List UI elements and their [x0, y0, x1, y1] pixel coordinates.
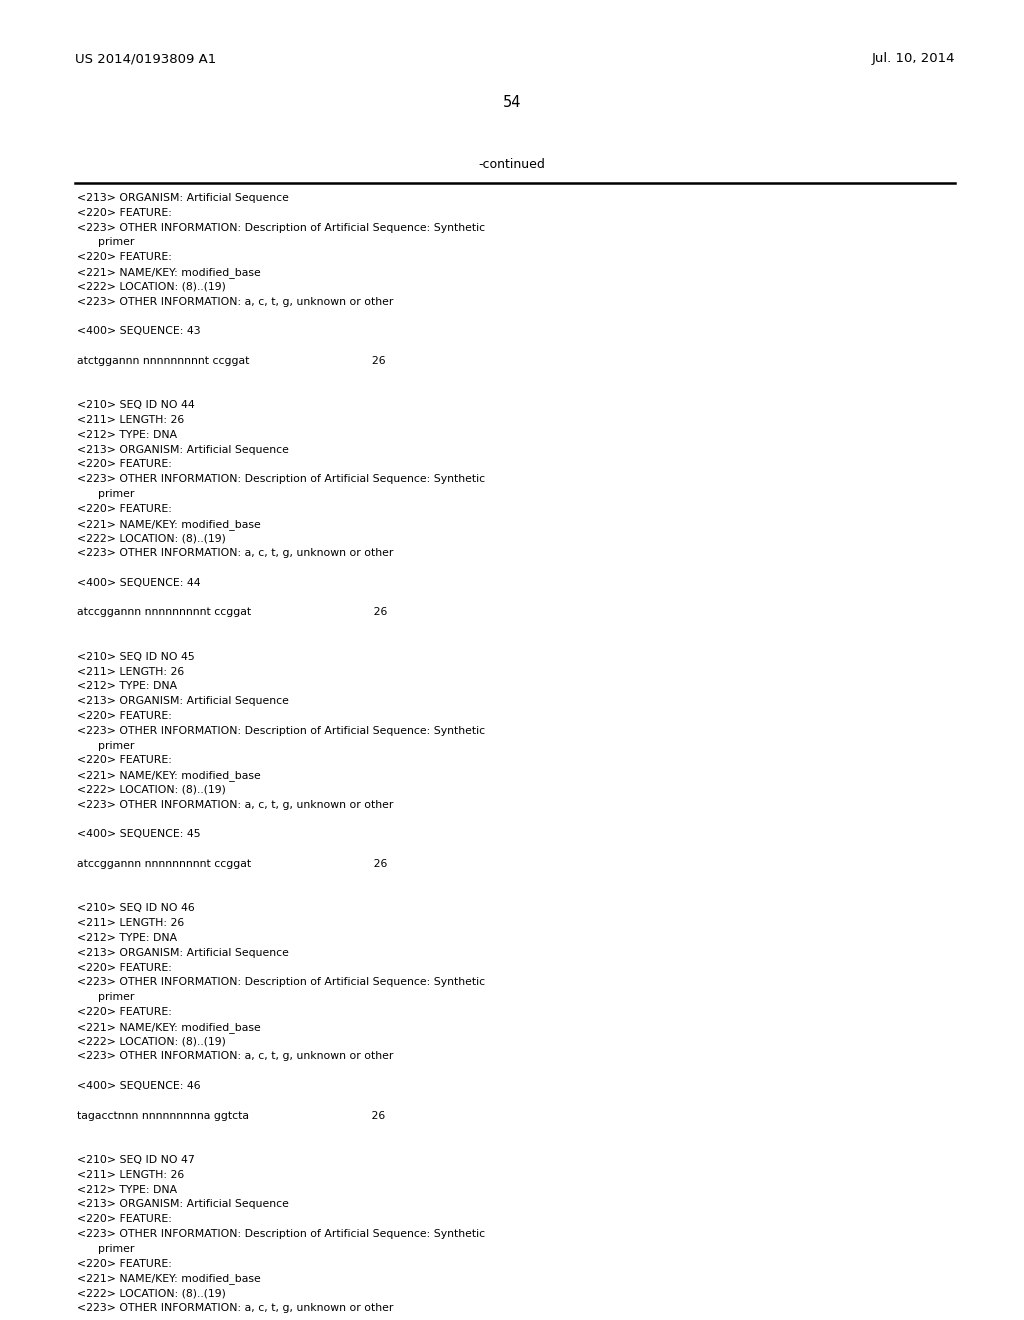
Text: <400> SEQUENCE: 44: <400> SEQUENCE: 44 — [77, 578, 201, 587]
Text: atccggannn nnnnnnnnnt ccggat                                   26: atccggannn nnnnnnnnnt ccggat 26 — [77, 607, 387, 618]
Text: -continued: -continued — [478, 158, 546, 172]
Text: <223> OTHER INFORMATION: Description of Artificial Sequence: Synthetic: <223> OTHER INFORMATION: Description of … — [77, 223, 485, 232]
Text: <223> OTHER INFORMATION: a, c, t, g, unknown or other: <223> OTHER INFORMATION: a, c, t, g, unk… — [77, 800, 393, 809]
Text: <220> FEATURE:: <220> FEATURE: — [77, 459, 172, 470]
Text: primer: primer — [77, 741, 134, 751]
Text: <221> NAME/KEY: modified_base: <221> NAME/KEY: modified_base — [77, 519, 261, 529]
Text: primer: primer — [77, 1243, 134, 1254]
Text: <222> LOCATION: (8)..(19): <222> LOCATION: (8)..(19) — [77, 281, 226, 292]
Text: Jul. 10, 2014: Jul. 10, 2014 — [871, 51, 955, 65]
Text: <400> SEQUENCE: 46: <400> SEQUENCE: 46 — [77, 1081, 201, 1092]
Text: <212> TYPE: DNA: <212> TYPE: DNA — [77, 681, 177, 692]
Text: <400> SEQUENCE: 45: <400> SEQUENCE: 45 — [77, 829, 201, 840]
Text: <221> NAME/KEY: modified_base: <221> NAME/KEY: modified_base — [77, 267, 261, 279]
Text: atctggannn nnnnnnnnnt ccggat                                   26: atctggannn nnnnnnnnnt ccggat 26 — [77, 356, 386, 366]
Text: primer: primer — [77, 238, 134, 247]
Text: <223> OTHER INFORMATION: Description of Artificial Sequence: Synthetic: <223> OTHER INFORMATION: Description of … — [77, 1229, 485, 1239]
Text: <210> SEQ ID NO 44: <210> SEQ ID NO 44 — [77, 400, 195, 411]
Text: <223> OTHER INFORMATION: a, c, t, g, unknown or other: <223> OTHER INFORMATION: a, c, t, g, unk… — [77, 1303, 393, 1313]
Text: <220> FEATURE:: <220> FEATURE: — [77, 755, 172, 766]
Text: primer: primer — [77, 993, 134, 1002]
Text: <220> FEATURE:: <220> FEATURE: — [77, 1007, 172, 1016]
Text: <221> NAME/KEY: modified_base: <221> NAME/KEY: modified_base — [77, 1022, 261, 1032]
Text: <211> LENGTH: 26: <211> LENGTH: 26 — [77, 919, 184, 928]
Text: <222> LOCATION: (8)..(19): <222> LOCATION: (8)..(19) — [77, 1288, 226, 1298]
Text: <220> FEATURE:: <220> FEATURE: — [77, 1258, 172, 1269]
Text: atccggannn nnnnnnnnnt ccggat                                   26: atccggannn nnnnnnnnnt ccggat 26 — [77, 859, 387, 869]
Text: <212> TYPE: DNA: <212> TYPE: DNA — [77, 1184, 177, 1195]
Text: <223> OTHER INFORMATION: a, c, t, g, unknown or other: <223> OTHER INFORMATION: a, c, t, g, unk… — [77, 297, 393, 306]
Text: <211> LENGTH: 26: <211> LENGTH: 26 — [77, 667, 184, 677]
Text: <220> FEATURE:: <220> FEATURE: — [77, 962, 172, 973]
Text: <220> FEATURE:: <220> FEATURE: — [77, 1214, 172, 1224]
Text: <223> OTHER INFORMATION: Description of Artificial Sequence: Synthetic: <223> OTHER INFORMATION: Description of … — [77, 474, 485, 484]
Text: <210> SEQ ID NO 45: <210> SEQ ID NO 45 — [77, 652, 195, 661]
Text: US 2014/0193809 A1: US 2014/0193809 A1 — [75, 51, 216, 65]
Text: <223> OTHER INFORMATION: a, c, t, g, unknown or other: <223> OTHER INFORMATION: a, c, t, g, unk… — [77, 1052, 393, 1061]
Text: <213> ORGANISM: Artificial Sequence: <213> ORGANISM: Artificial Sequence — [77, 445, 289, 454]
Text: <210> SEQ ID NO 46: <210> SEQ ID NO 46 — [77, 903, 195, 913]
Text: <221> NAME/KEY: modified_base: <221> NAME/KEY: modified_base — [77, 770, 261, 781]
Text: <213> ORGANISM: Artificial Sequence: <213> ORGANISM: Artificial Sequence — [77, 1200, 289, 1209]
Text: <220> FEATURE:: <220> FEATURE: — [77, 207, 172, 218]
Text: <211> LENGTH: 26: <211> LENGTH: 26 — [77, 1170, 184, 1180]
Text: <212> TYPE: DNA: <212> TYPE: DNA — [77, 933, 177, 942]
Text: <220> FEATURE:: <220> FEATURE: — [77, 504, 172, 513]
Text: <400> SEQUENCE: 43: <400> SEQUENCE: 43 — [77, 326, 201, 337]
Text: <221> NAME/KEY: modified_base: <221> NAME/KEY: modified_base — [77, 1274, 261, 1284]
Text: <222> LOCATION: (8)..(19): <222> LOCATION: (8)..(19) — [77, 533, 226, 544]
Text: <222> LOCATION: (8)..(19): <222> LOCATION: (8)..(19) — [77, 785, 226, 795]
Text: primer: primer — [77, 488, 134, 499]
Text: 54: 54 — [503, 95, 521, 110]
Text: <213> ORGANISM: Artificial Sequence: <213> ORGANISM: Artificial Sequence — [77, 948, 289, 958]
Text: <213> ORGANISM: Artificial Sequence: <213> ORGANISM: Artificial Sequence — [77, 193, 289, 203]
Text: <223> OTHER INFORMATION: a, c, t, g, unknown or other: <223> OTHER INFORMATION: a, c, t, g, unk… — [77, 548, 393, 558]
Text: <210> SEQ ID NO 47: <210> SEQ ID NO 47 — [77, 1155, 195, 1166]
Text: <213> ORGANISM: Artificial Sequence: <213> ORGANISM: Artificial Sequence — [77, 696, 289, 706]
Text: <223> OTHER INFORMATION: Description of Artificial Sequence: Synthetic: <223> OTHER INFORMATION: Description of … — [77, 726, 485, 735]
Text: <220> FEATURE:: <220> FEATURE: — [77, 711, 172, 721]
Text: <211> LENGTH: 26: <211> LENGTH: 26 — [77, 414, 184, 425]
Text: <212> TYPE: DNA: <212> TYPE: DNA — [77, 430, 177, 440]
Text: <222> LOCATION: (8)..(19): <222> LOCATION: (8)..(19) — [77, 1036, 226, 1047]
Text: <220> FEATURE:: <220> FEATURE: — [77, 252, 172, 263]
Text: <223> OTHER INFORMATION: Description of Artificial Sequence: Synthetic: <223> OTHER INFORMATION: Description of … — [77, 977, 485, 987]
Text: tagacctnnn nnnnnnnnna ggtcta                                   26: tagacctnnn nnnnnnnnna ggtcta 26 — [77, 1110, 385, 1121]
